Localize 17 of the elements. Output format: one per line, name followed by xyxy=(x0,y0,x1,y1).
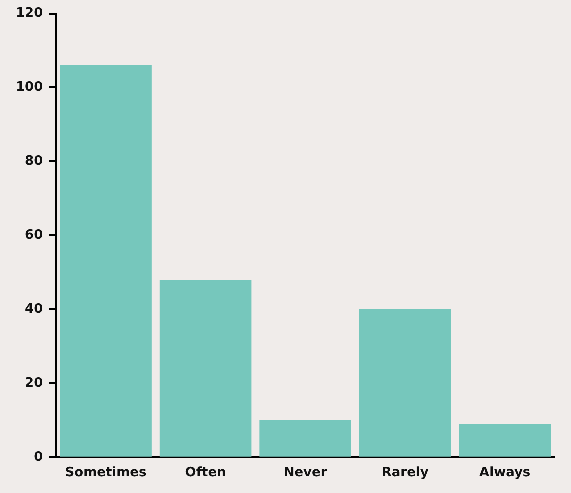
x-tick-label: Rarely xyxy=(382,466,430,481)
bar xyxy=(60,66,152,457)
bar xyxy=(260,420,352,457)
y-tick-label: 80 xyxy=(25,154,44,170)
x-tick-label: Often xyxy=(185,466,226,481)
bar xyxy=(459,424,552,457)
bar xyxy=(359,310,452,457)
x-tick-label: Always xyxy=(480,466,531,481)
y-tick-label: 40 xyxy=(25,302,44,317)
y-tick-label: 0 xyxy=(34,450,44,465)
y-tick-label: 120 xyxy=(16,6,44,22)
y-tick-label: 60 xyxy=(25,228,44,243)
x-tick-label: Never xyxy=(284,466,328,481)
bar xyxy=(160,280,252,457)
x-tick-label: Sometimes xyxy=(65,466,147,481)
y-tick-label: 100 xyxy=(16,80,44,96)
y-tick-label: 20 xyxy=(25,376,44,391)
